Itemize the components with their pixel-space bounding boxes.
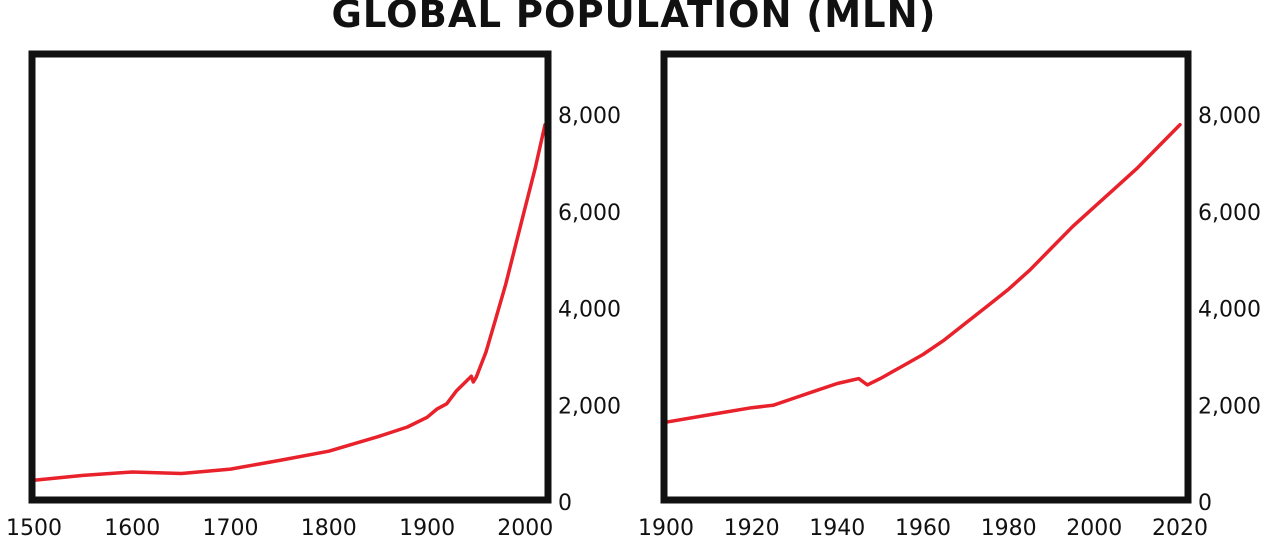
x-tick-label: 1700: [203, 516, 259, 538]
y-tick-label: 4,000: [1198, 298, 1261, 323]
x-tick-label: 1600: [104, 516, 160, 538]
series-line-2-1: [664, 122, 1182, 424]
y-tick-label: 6,000: [558, 201, 621, 226]
y-tick-label: 2,000: [558, 394, 621, 419]
x-tick-label: 1500: [6, 516, 62, 538]
x-tick-label: 1980: [981, 516, 1037, 538]
x-tick-label: 1960: [895, 516, 951, 538]
y-tick-label: 8,000: [1198, 104, 1261, 129]
x-tick-label: 1800: [301, 516, 357, 538]
series-line-1-1: [32, 122, 547, 482]
y-tick-label: 0: [558, 491, 572, 516]
x-tick-label: 2000: [497, 516, 553, 538]
x-tick-label: 1900: [399, 516, 455, 538]
y-tick-label: 2,000: [1198, 394, 1261, 419]
y-tick-label: 6,000: [1198, 201, 1261, 226]
chart-title: GLOBAL POPULATION (MLN): [331, 0, 937, 36]
x-tick-label: 2000: [1066, 516, 1122, 538]
plot-frame: [28, 50, 552, 504]
y-tick-label: 0: [1198, 491, 1212, 516]
y-tick-label: 4,000: [558, 298, 621, 323]
x-tick-label: 1900: [638, 516, 694, 538]
plot-frame: [660, 50, 1192, 504]
x-tick-label: 1920: [724, 516, 780, 538]
x-tick-label: 1940: [809, 516, 865, 538]
x-tick-label: 2020: [1152, 516, 1208, 538]
y-tick-label: 8,000: [558, 104, 621, 129]
